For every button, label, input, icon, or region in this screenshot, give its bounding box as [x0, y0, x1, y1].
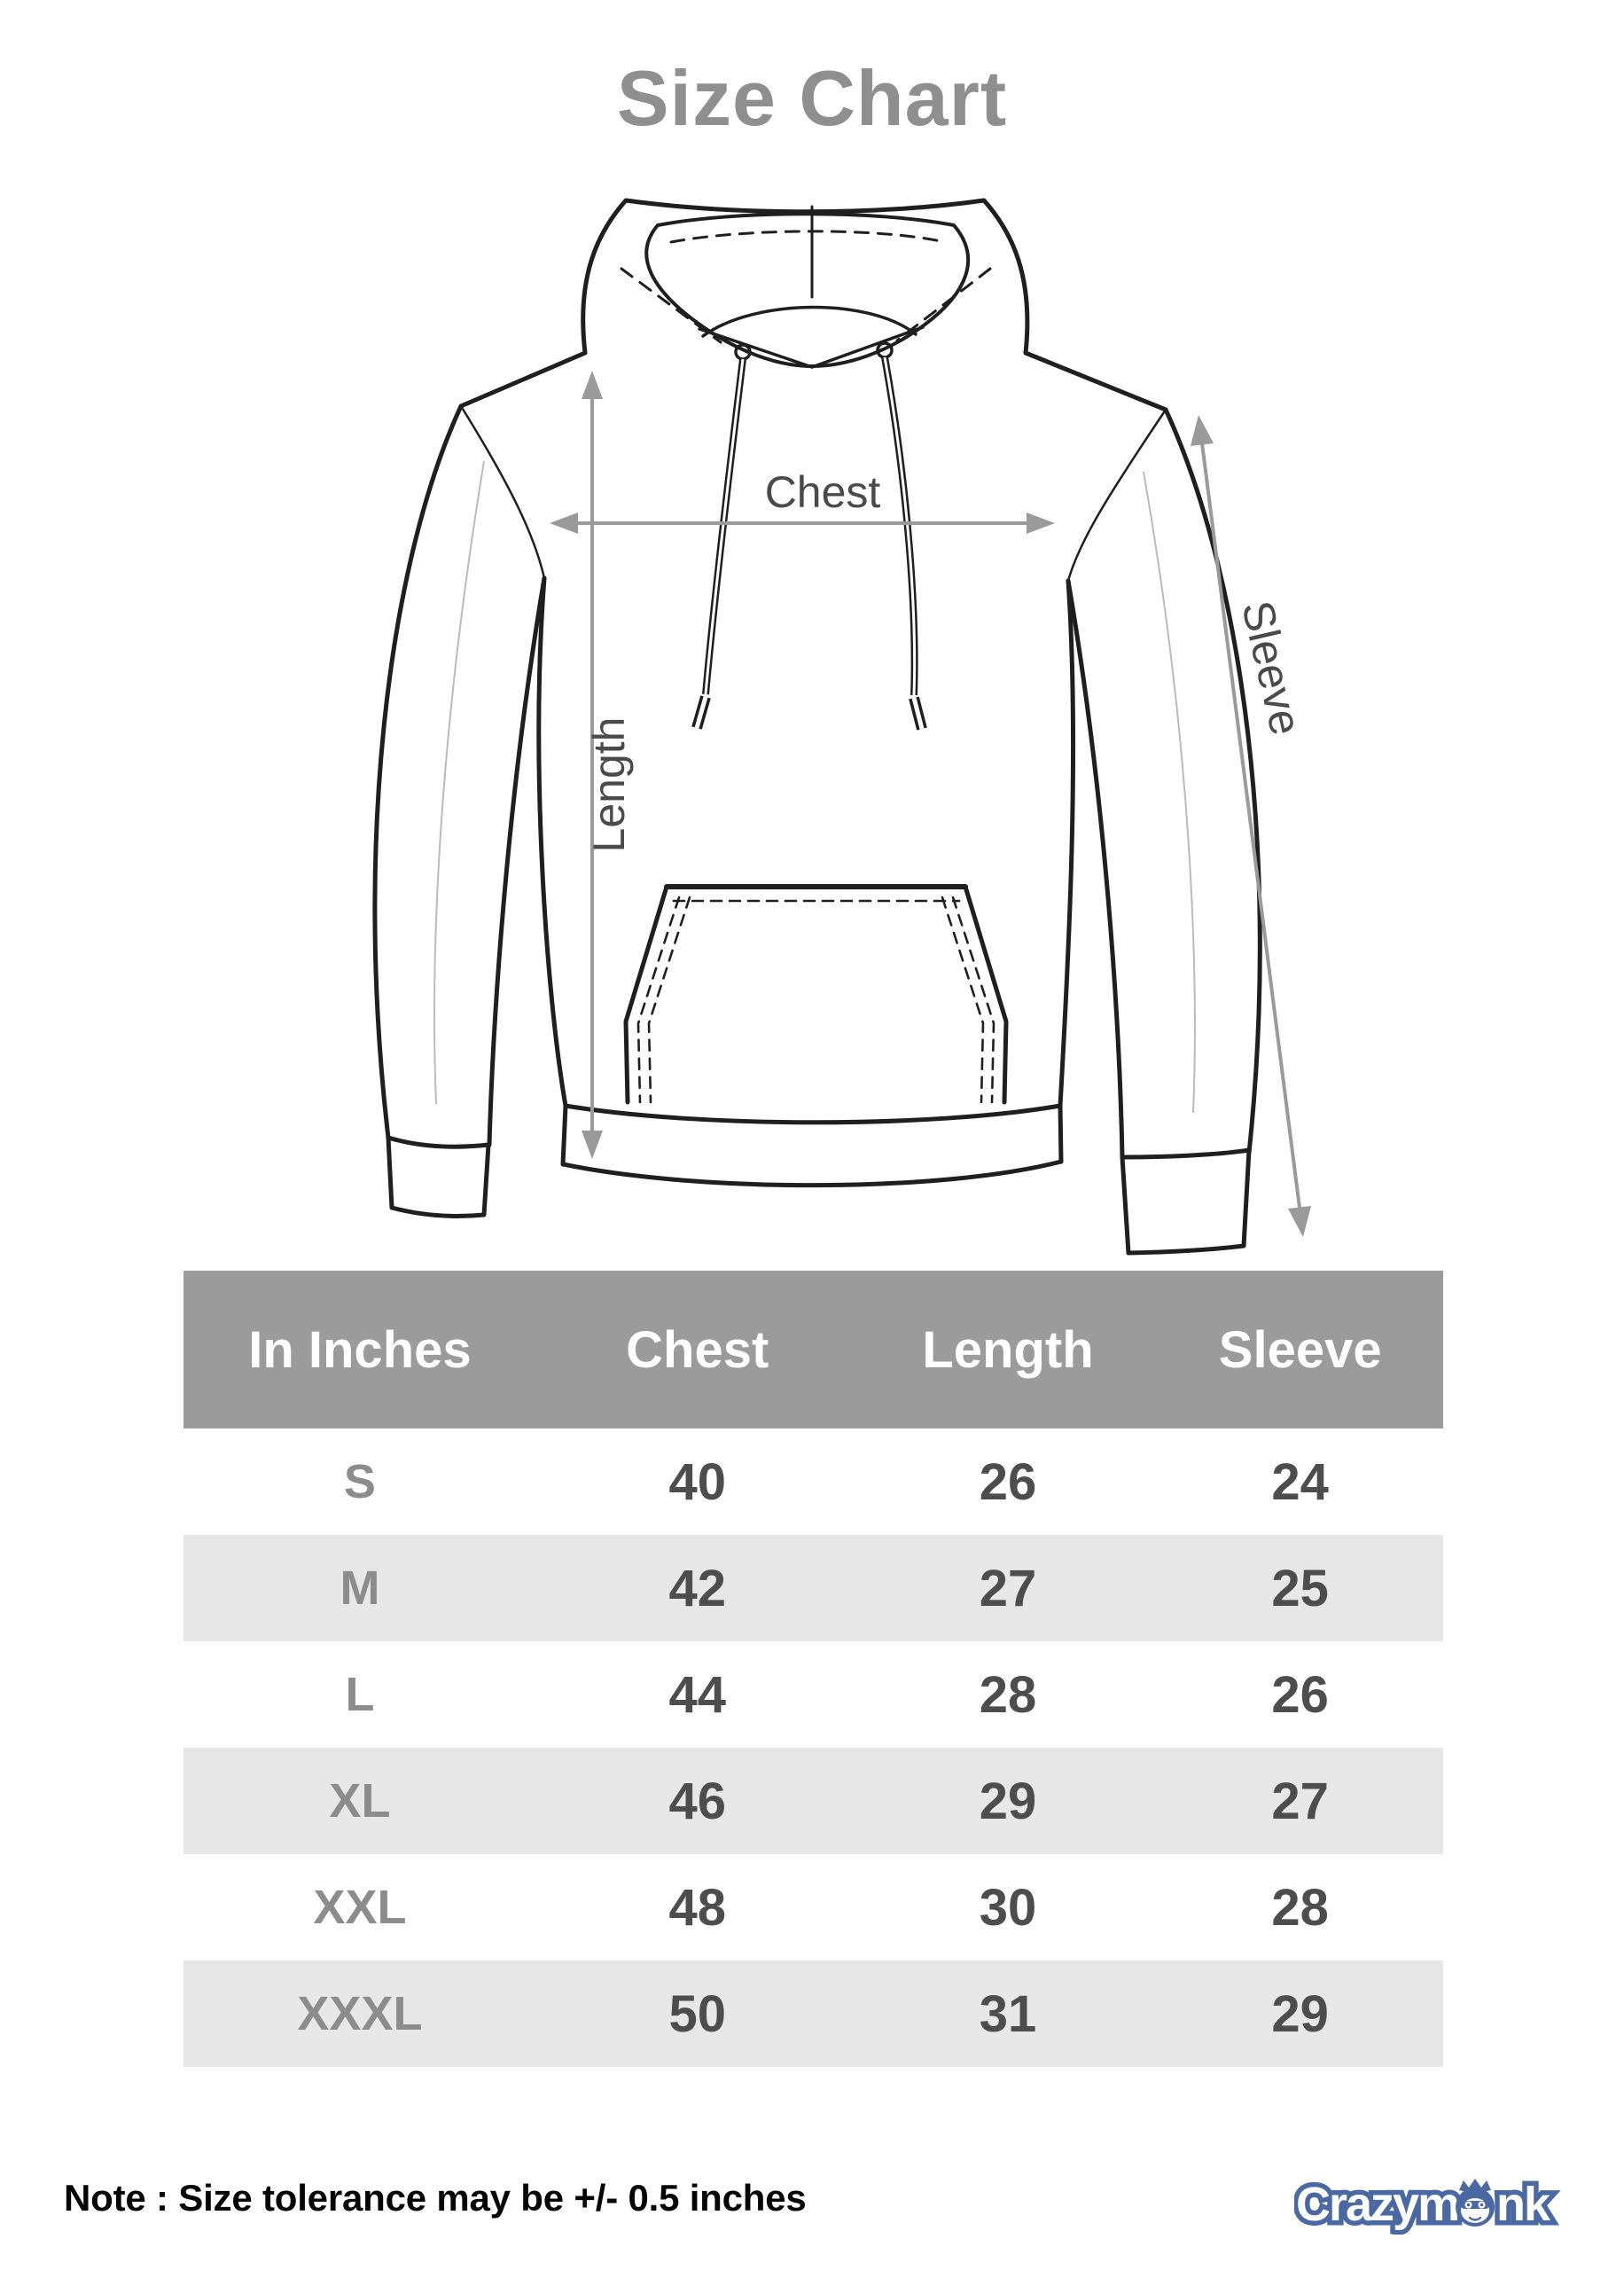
chest-value: 46: [668, 1772, 727, 1830]
logo-text-right: nk: [1496, 2178, 1551, 2231]
size-label: S: [343, 1455, 376, 1508]
header-cell-sleeve: Sleeve: [1218, 1320, 1382, 1379]
table-row: XL 46 29 27: [183, 1748, 1443, 1854]
sleeve-value: 29: [1271, 1984, 1329, 2043]
table-row: L 44 28 26: [183, 1641, 1443, 1748]
hoodie-sketch: Chest Length Sleeve: [372, 198, 1311, 1256]
table-row: M 42 27 25: [183, 1535, 1443, 1641]
hem-band: [560, 1103, 1064, 1188]
sleeve-value: 25: [1271, 1559, 1329, 1617]
sleeve-value: 26: [1271, 1665, 1329, 1724]
chest-value: 42: [668, 1559, 727, 1617]
size-table-body: S 40 26 24 M 42 27 25 L 44 28 26 XL 46 2…: [183, 1429, 1443, 2067]
size-label: L: [345, 1668, 375, 1721]
body-outline: [459, 404, 1167, 1108]
sleeves: [372, 403, 1262, 1256]
drawstrings: [691, 341, 927, 731]
sleeve-value: 28: [1271, 1878, 1329, 1937]
length-value: 31: [979, 1984, 1037, 2043]
header-cell-units: In Inches: [248, 1320, 472, 1379]
length-dimension-arrow: Length: [582, 371, 634, 1159]
chest-dimension-label: Chest: [765, 467, 881, 517]
hood-outline: [458, 198, 1168, 412]
header-cell-length: Length: [922, 1320, 1094, 1379]
length-value: 27: [979, 1559, 1037, 1617]
size-table: In Inches Chest Length Sleeve S 40 26 24…: [183, 1271, 1443, 2067]
size-label: XXL: [313, 1881, 407, 1934]
size-label: XXXL: [297, 1987, 423, 2040]
sleeve-value: 27: [1271, 1772, 1329, 1830]
table-row: XXXL 50 31 29: [183, 1961, 1443, 2067]
size-label: XL: [329, 1774, 391, 1828]
length-dimension-label: Length: [584, 717, 634, 853]
sleeve-value: 24: [1271, 1452, 1329, 1511]
chest-value: 50: [668, 1984, 727, 2043]
monkey-face-icon: [1456, 2179, 1495, 2227]
chest-value: 44: [668, 1665, 727, 1724]
length-value: 26: [979, 1452, 1037, 1511]
kangaroo-pocket: [623, 884, 1009, 1105]
size-table-header: In Inches Chest Length Sleeve: [183, 1271, 1443, 1429]
brand-logo: Crazym nk: [1294, 2178, 1558, 2235]
length-value: 28: [979, 1665, 1037, 1724]
length-value: 29: [979, 1772, 1037, 1830]
logo-text-left: Crazym: [1296, 2178, 1458, 2231]
size-label: M: [340, 1562, 380, 1615]
chest-dimension-arrow: Chest: [550, 467, 1055, 534]
table-row: XXL 48 30 28: [183, 1854, 1443, 1961]
chest-value: 48: [668, 1878, 727, 1937]
table-row: S 40 26 24: [183, 1429, 1443, 1535]
header-cell-chest: Chest: [626, 1320, 769, 1379]
page-title: Size Chart: [616, 54, 1008, 142]
tolerance-note: Note : Size tolerance may be +/- 0.5 inc…: [64, 2177, 807, 2219]
length-value: 30: [979, 1878, 1037, 1937]
chest-value: 40: [668, 1452, 727, 1511]
